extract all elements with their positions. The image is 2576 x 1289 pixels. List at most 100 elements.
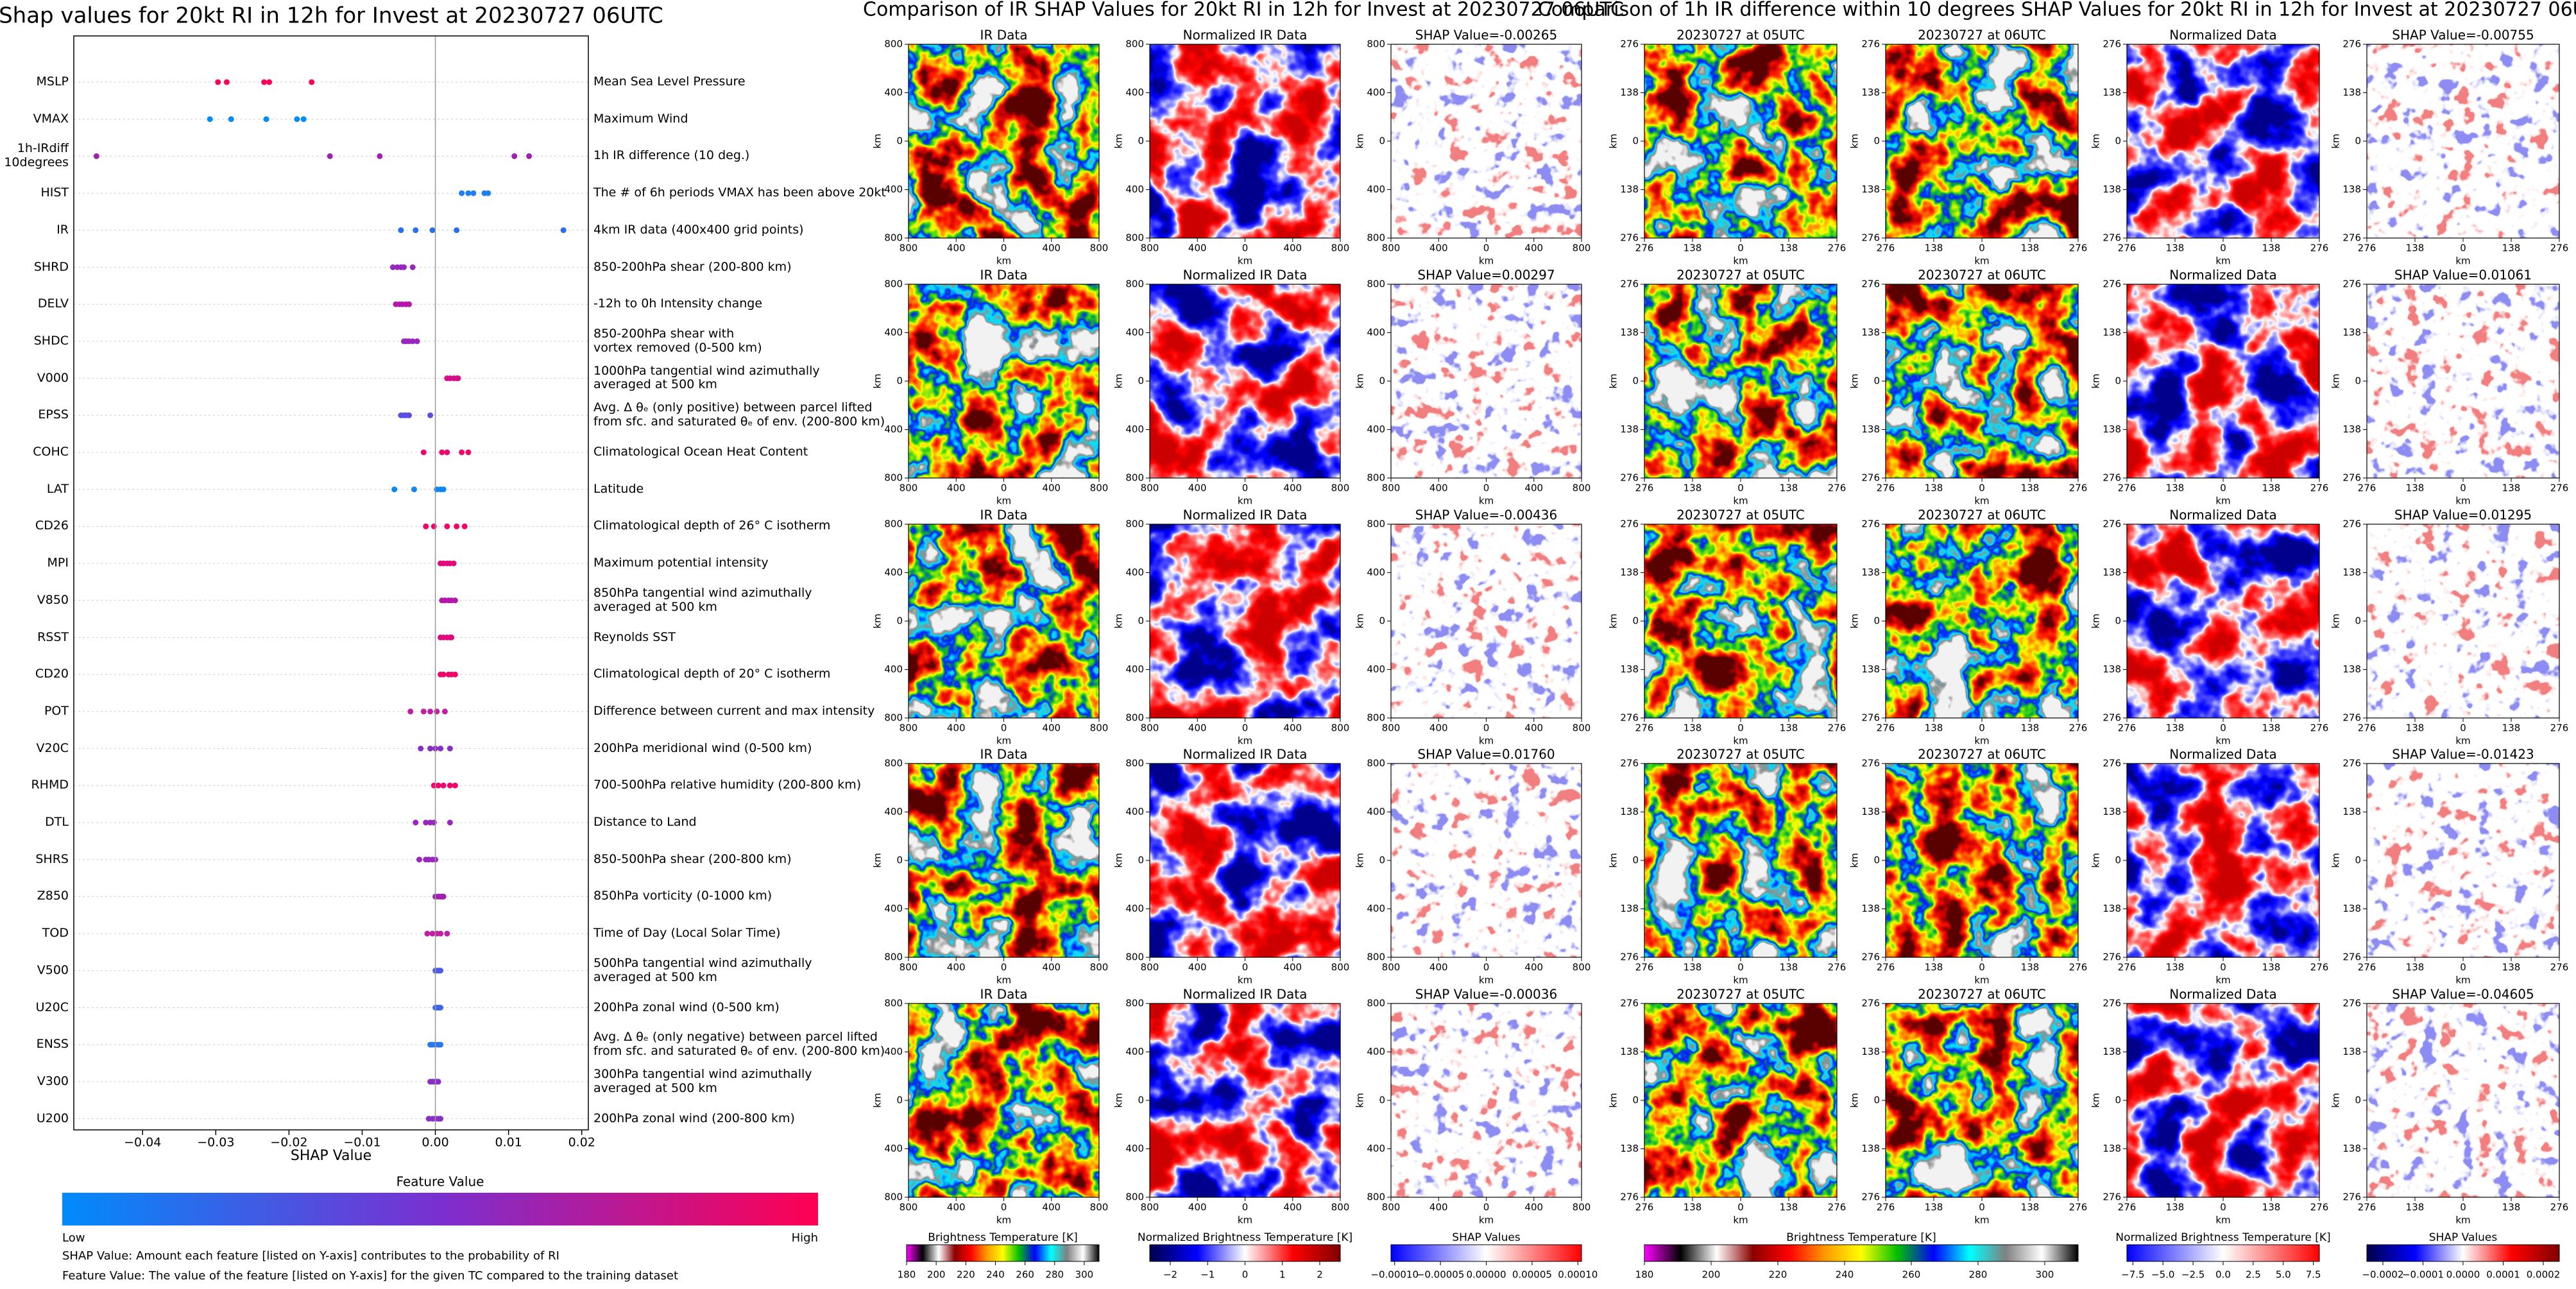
feature-name: RHMD bbox=[31, 778, 69, 792]
feature-name: CD20 bbox=[35, 667, 69, 681]
feature-name: SHRD bbox=[33, 259, 69, 274]
y-tick-label: 0 bbox=[1873, 375, 1880, 387]
axes-frame bbox=[73, 35, 589, 1131]
y-axis-label: km bbox=[1608, 133, 1619, 148]
feature-name: V500 bbox=[37, 962, 69, 977]
shap-point bbox=[405, 301, 412, 307]
x-tick-label: 276 bbox=[2550, 482, 2569, 494]
x-tick-label: 0 bbox=[1979, 482, 1985, 494]
x-tick-label: 0 bbox=[1737, 243, 1744, 254]
feature-description: -12h to 0h Intensity change bbox=[593, 296, 763, 311]
x-tick-label: 276 bbox=[1635, 243, 1654, 254]
x-tick-label: 0 bbox=[1737, 1202, 1744, 1213]
y-tick-label: 276 bbox=[2103, 472, 2121, 484]
panel-title: Normalized Data bbox=[2169, 28, 2277, 43]
image-shap bbox=[2367, 284, 2559, 478]
y-tick-label: 0 bbox=[1632, 1095, 1639, 1106]
y-tick-label: 400 bbox=[884, 567, 903, 578]
y-tick-label: 0 bbox=[1379, 1095, 1385, 1106]
image-norm bbox=[1150, 284, 1340, 478]
x-axis-label: km bbox=[2215, 495, 2230, 507]
image-ir bbox=[1644, 524, 1837, 718]
feature-description: Avg. Δ θₑ (only negative) between parcel… bbox=[593, 1030, 885, 1059]
y-tick-label: 276 bbox=[1620, 38, 1639, 50]
panel-title: Normalized Data bbox=[2169, 268, 2277, 283]
y-tick-label: 138 bbox=[1861, 806, 1880, 817]
y-axis-label: km bbox=[2090, 613, 2102, 628]
x-tick-label: 0 bbox=[1001, 1202, 1007, 1213]
y-tick-label: 276 bbox=[1620, 232, 1639, 244]
y-tick-label: 0 bbox=[1873, 615, 1880, 627]
shap-point bbox=[526, 153, 533, 159]
x-axis-label: km bbox=[1238, 255, 1252, 267]
x-tick-label: 276 bbox=[2118, 722, 2137, 734]
x-tick-label: 800 bbox=[1141, 962, 1159, 973]
shap-point bbox=[511, 153, 518, 159]
figure-title: Comparison of 1h IR difference within 10… bbox=[1538, 0, 2576, 21]
shap-point bbox=[435, 782, 441, 789]
x-tick-label: 800 bbox=[1382, 722, 1401, 734]
x-axis-label: km bbox=[2215, 975, 2230, 986]
feature-description: 850-500hPa shear (200-800 km) bbox=[593, 851, 792, 866]
y-tick-label: 138 bbox=[2342, 806, 2361, 817]
x-tick-label: 0 bbox=[1483, 962, 1490, 973]
x-tick-label: 276 bbox=[2118, 482, 2137, 494]
colorbar-tick-label: 7.5 bbox=[2306, 1269, 2321, 1281]
y-tick-label: 276 bbox=[2342, 38, 2361, 50]
x-tick-label: 800 bbox=[1573, 722, 1591, 734]
y-tick-label: 138 bbox=[2103, 184, 2121, 195]
x-tick-label: 800 bbox=[1090, 722, 1109, 734]
x-tick-label: 276 bbox=[2118, 243, 2137, 254]
y-axis-label: km bbox=[2330, 613, 2342, 628]
y-tick-label: 800 bbox=[1367, 472, 1385, 484]
x-tick-label: 138 bbox=[1684, 243, 1702, 254]
y-tick-label: 0 bbox=[1873, 855, 1880, 866]
y-tick-label: 800 bbox=[1125, 952, 1144, 963]
x-tick-label: 400 bbox=[947, 1202, 966, 1213]
y-tick-label: 138 bbox=[2342, 1143, 2361, 1154]
x-tick-label: 400 bbox=[1042, 722, 1061, 734]
x-tick-label: 0 bbox=[1483, 243, 1490, 254]
x-tick-label: 400 bbox=[1283, 482, 1302, 494]
x-tick-label: 276 bbox=[2310, 482, 2329, 494]
feature-description: 300hPa tangential wind azimuthally avera… bbox=[593, 1067, 812, 1095]
feature-description: Time of Day (Local Solar Time) bbox=[593, 926, 781, 941]
y-tick-label: 138 bbox=[2342, 423, 2361, 435]
x-axis-label: km bbox=[2455, 975, 2470, 986]
panel-title: SHAP Value=-0.00755 bbox=[2392, 28, 2534, 43]
feature-name: MPI bbox=[47, 556, 69, 570]
shap-point bbox=[431, 523, 437, 529]
image-shap bbox=[2367, 764, 2559, 957]
shap-point bbox=[444, 930, 450, 937]
feature-name: IR bbox=[56, 222, 69, 237]
x-axis-label: km bbox=[1974, 975, 1989, 986]
x-tick-label: 0 bbox=[1001, 243, 1007, 254]
x-tick-label: 400 bbox=[1042, 962, 1061, 973]
x-axis-label: km bbox=[1733, 495, 1748, 507]
y-tick-label: 0 bbox=[2115, 855, 2121, 866]
panel-title: SHAP Value=-0.01423 bbox=[2392, 747, 2534, 762]
y-tick-label: 400 bbox=[1367, 327, 1385, 338]
colorbar-tick-label: 0.0000 bbox=[2446, 1269, 2480, 1281]
x-tick-label: 800 bbox=[900, 722, 918, 734]
y-tick-label: 138 bbox=[1861, 567, 1880, 578]
shap-point bbox=[405, 412, 412, 418]
y-tick-label: 276 bbox=[1620, 998, 1639, 1009]
image-norm bbox=[1150, 1003, 1340, 1197]
panel-title: 20230727 at 05UTC bbox=[1676, 747, 1805, 762]
feature-description: Reynolds SST bbox=[593, 629, 676, 644]
x-tick-label: 138 bbox=[2502, 243, 2521, 254]
image-ir bbox=[908, 764, 1099, 957]
feature-description: Avg. Δ θₑ (only positive) between parcel… bbox=[593, 400, 885, 429]
y-tick-label: 138 bbox=[2103, 567, 2121, 578]
x-tick-label: 0 bbox=[1979, 243, 1985, 254]
panel-title: 20230727 at 06UTC bbox=[1918, 747, 2046, 762]
panel-title: SHAP Value=0.01295 bbox=[2394, 508, 2532, 523]
x-axis-label: km bbox=[2215, 1215, 2230, 1226]
x-tick-label: 800 bbox=[1382, 1202, 1401, 1213]
y-tick-label: 138 bbox=[1620, 1046, 1639, 1057]
x-tick-label: 800 bbox=[1090, 962, 1109, 973]
x-tick-label: 0 bbox=[1001, 962, 1007, 973]
shap-point bbox=[414, 338, 420, 345]
y-tick-label: 138 bbox=[1861, 87, 1880, 98]
